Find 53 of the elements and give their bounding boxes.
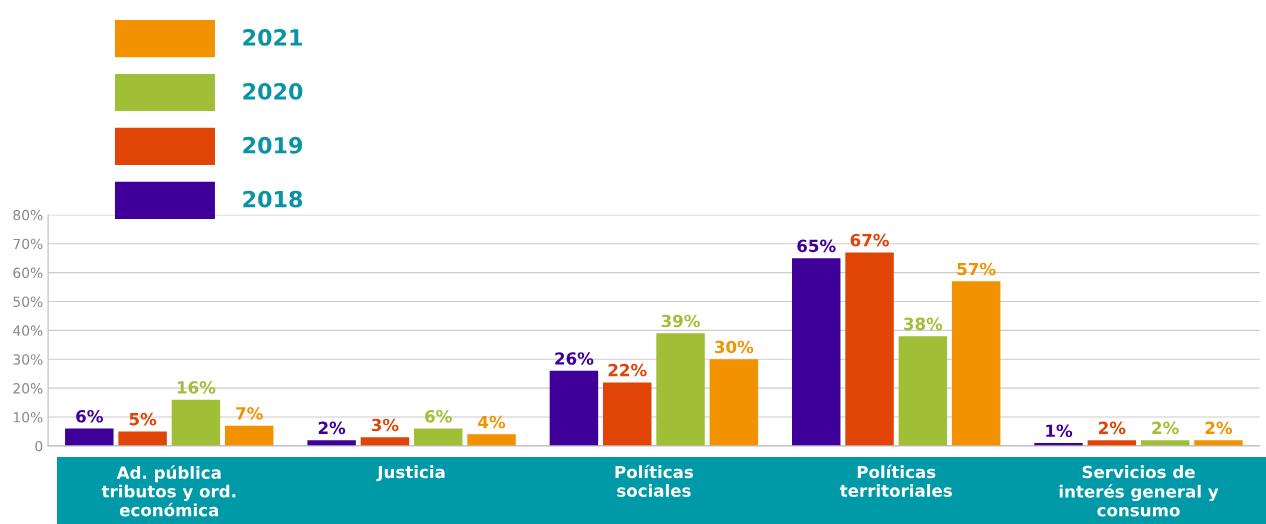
data-label: 57% [957,262,996,276]
data-label: 7% [236,407,263,420]
legend-label: 2018 [243,190,303,208]
bar [603,382,652,446]
data-label: 67% [850,233,889,247]
data-label: 39% [661,314,700,328]
y-tick-label: 20% [13,383,43,394]
y-tick-label: 40% [13,325,43,336]
bar [65,428,114,446]
legend-label: 2021 [243,29,302,46]
bar [709,359,759,446]
data-label: 2% [1099,421,1126,435]
y-tick-label: 80% [13,209,43,221]
bar [656,333,705,446]
bar [171,399,221,446]
y-tick-label: 30% [13,354,43,365]
data-label: 16% [177,381,216,394]
data-label: 2% [1152,421,1179,435]
bar [792,258,841,446]
bar [549,370,599,446]
bar [951,281,1001,446]
data-label: 3% [371,418,399,432]
bar [845,252,894,446]
bar [898,336,948,446]
bar [467,434,516,446]
data-label: 26% [555,352,594,365]
data-label: 1% [1046,424,1073,438]
bar [414,428,463,446]
data-label: 6% [425,409,452,423]
data-label: 30% [715,340,754,354]
legend-label: 2019 [243,136,303,154]
y-tick-label: 60% [13,267,43,279]
data-label: 4% [478,415,506,429]
bar [118,431,167,446]
legend-label: 2020 [243,82,303,100]
y-tick-label: 50% [13,296,43,307]
y-tick-label: 70% [13,238,43,250]
bar [225,425,274,446]
data-label: 5% [129,412,157,426]
y-tick-label: 10% [13,412,43,423]
data-label: 65% [797,239,836,253]
data-label: 2% [1205,421,1233,435]
y-tick-label: 0 [35,440,43,452]
bar [360,437,410,446]
data-label: 6% [76,409,103,423]
x-tick-label: Servicios de interés general y consumo [1059,465,1219,517]
x-tick-label: Políticas territoriales [839,464,952,497]
x-tick-label: Políticas sociales [615,464,694,497]
data-label: 2% [318,421,346,435]
x-tick-label: Ad. pública tributos y ord. económica [101,465,236,517]
x-tick-label: Justicia [376,465,445,482]
data-label: 38% [904,317,943,331]
data-label: 22% [608,363,647,377]
